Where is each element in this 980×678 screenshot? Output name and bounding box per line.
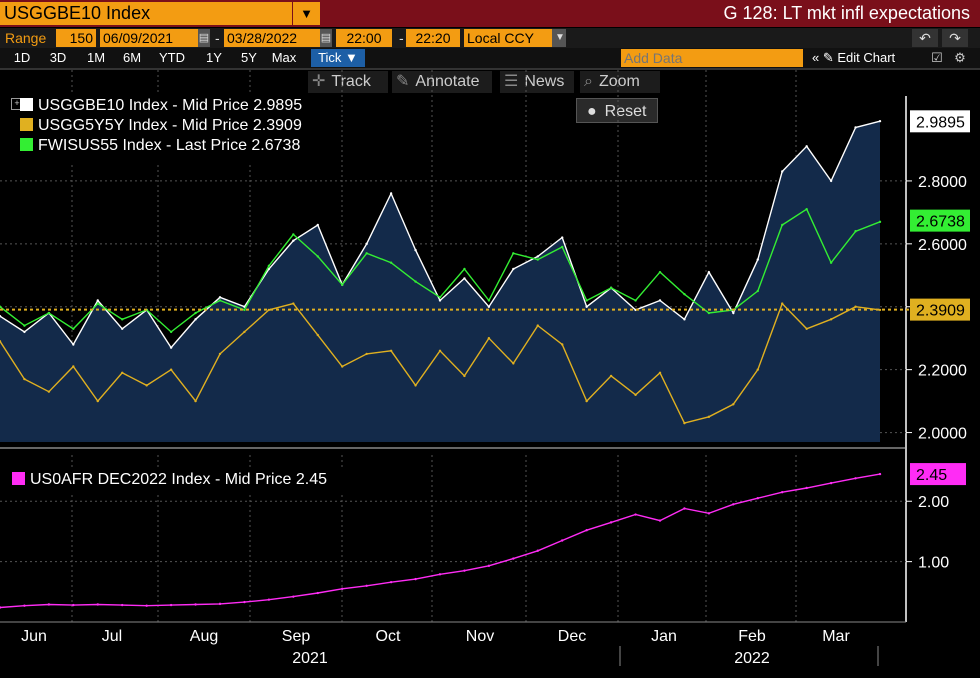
period-button[interactable]: 1D	[13, 50, 31, 65]
x-year-label: 2022	[734, 650, 770, 667]
calendar-icon[interactable]: ▤	[198, 29, 210, 47]
range-dash: -	[215, 30, 220, 46]
period-button[interactable]: Max	[271, 50, 297, 65]
last-value-badge	[910, 463, 966, 486]
legend-swatch	[12, 472, 25, 485]
legend-item: FWISUS55 Index - Last Price 2.6738	[20, 136, 302, 156]
reset-icon: ●	[587, 103, 597, 120]
ticker-field[interactable]: USGGBE10 Index	[0, 2, 292, 25]
start-time-field[interactable]: 22:00	[336, 29, 392, 47]
last-value-label: 2.6738	[916, 214, 965, 231]
x-tick-label: Aug	[190, 628, 218, 645]
x-tick-label: Jul	[102, 628, 122, 645]
range-label: Range	[5, 30, 47, 46]
period-button[interactable]: 5Y	[241, 50, 257, 65]
x-tick-label: Nov	[466, 628, 494, 645]
period-button[interactable]: YTD	[159, 50, 185, 65]
start-date-field[interactable]: 06/09/2021	[100, 29, 198, 47]
x-tick-label: Jan	[651, 628, 677, 645]
track-button[interactable]: ✛ Track	[308, 71, 388, 93]
legend-swatch	[20, 138, 33, 151]
y-tick-label: 2.0000	[918, 426, 967, 443]
y-tick-label: 2.6000	[918, 237, 967, 254]
x-tick-label: Mar	[822, 628, 850, 645]
add-data-input[interactable]	[621, 49, 803, 67]
news-label: News	[524, 73, 565, 90]
pencil-icon: ✎	[396, 73, 410, 90]
chevron-down-icon[interactable]: ▼	[552, 29, 566, 47]
end-date-field[interactable]: 03/28/2022	[224, 29, 320, 47]
bars-field[interactable]: 150	[56, 29, 96, 47]
last-value-badge	[910, 298, 970, 321]
last-value-label: 2.9895	[916, 114, 965, 131]
crosshair-icon: ✛	[312, 73, 326, 90]
legend-lower: US0AFR DEC2022 Index - Mid Price 2.45	[6, 468, 356, 492]
tick-dropdown[interactable]: Tick ▼	[311, 49, 365, 67]
period-button[interactable]: 6M	[122, 50, 142, 65]
last-value-label: 2.45	[916, 467, 947, 484]
news-button[interactable]: ☰ News	[500, 71, 574, 93]
pin-icon[interactable]: ☑	[931, 50, 943, 65]
calendar-icon[interactable]: ▤	[320, 29, 332, 47]
legend-label: USGG5Y5Y Index - Mid Price 2.3909	[38, 117, 302, 134]
track-label: Track	[331, 73, 371, 90]
currency-select[interactable]: Local CCY	[464, 29, 552, 47]
end-time-field[interactable]: 22:20	[406, 29, 460, 47]
x-tick-label: Oct	[376, 628, 401, 645]
series-line	[0, 302, 881, 424]
zoom-button[interactable]: ⌕ Zoom	[580, 71, 660, 93]
annotate-button[interactable]: ✎ Annotate	[392, 71, 492, 93]
redo-icon[interactable]: ↷	[942, 29, 968, 47]
time-dash: -	[399, 30, 404, 46]
y-tick-label: 2.8000	[918, 174, 967, 191]
news-icon: ☰	[504, 73, 519, 90]
chevron-down-icon[interactable]: ▼	[293, 2, 320, 25]
y-tick-label: 2.00	[918, 494, 949, 511]
zoom-icon: ⌕	[584, 73, 593, 90]
page-title: G 128: LT mkt infl expectations	[723, 3, 970, 23]
legend-swatch	[20, 118, 33, 131]
period-button[interactable]: 1M	[86, 50, 106, 65]
y-tick-label: 2.2000	[918, 363, 967, 380]
reset-button[interactable]: ● Reset	[576, 98, 658, 123]
x-tick-label: Feb	[738, 628, 766, 645]
legend-label: USGGBE10 Index - Mid Price 2.9895	[38, 97, 303, 114]
legend-item: USGG5Y5Y Index - Mid Price 2.3909	[20, 116, 302, 136]
last-value-badge	[910, 209, 970, 232]
x-tick-label: Dec	[558, 628, 586, 645]
legend-item: US0AFR DEC2022 Index - Mid Price 2.45	[12, 470, 327, 490]
x-tick-label: Sep	[282, 628, 311, 645]
last-value-label: 2.3909	[916, 303, 965, 320]
series-area	[0, 121, 880, 442]
annotate-label: Annotate	[415, 73, 480, 90]
legend-item: USGGBE10 Index - Mid Price 2.9895	[20, 96, 302, 116]
legend-swatch	[20, 98, 33, 111]
last-value-badge	[910, 110, 970, 133]
reset-label: Reset	[604, 103, 647, 120]
legend-label: US0AFR DEC2022 Index - Mid Price 2.45	[30, 471, 328, 488]
x-tick-label: Jun	[21, 628, 47, 645]
legend-label: FWISUS55 Index - Last Price 2.6738	[38, 137, 301, 154]
y-tick-label: 1.00	[918, 555, 949, 572]
period-button[interactable]: 1Y	[206, 50, 222, 65]
legend-upper: + USGGBE10 Index - Mid Price 2.9895 USGG5…	[6, 94, 336, 164]
gear-icon[interactable]: ⚙	[954, 50, 966, 65]
edit-chart-button[interactable]: « ✎ Edit Chart	[812, 50, 896, 65]
series-line	[0, 473, 881, 609]
x-year-label: 2021	[292, 650, 328, 667]
period-button[interactable]: 3D	[49, 50, 67, 65]
undo-icon[interactable]: ↶	[912, 29, 938, 47]
zoom-label: Zoom	[598, 73, 640, 90]
